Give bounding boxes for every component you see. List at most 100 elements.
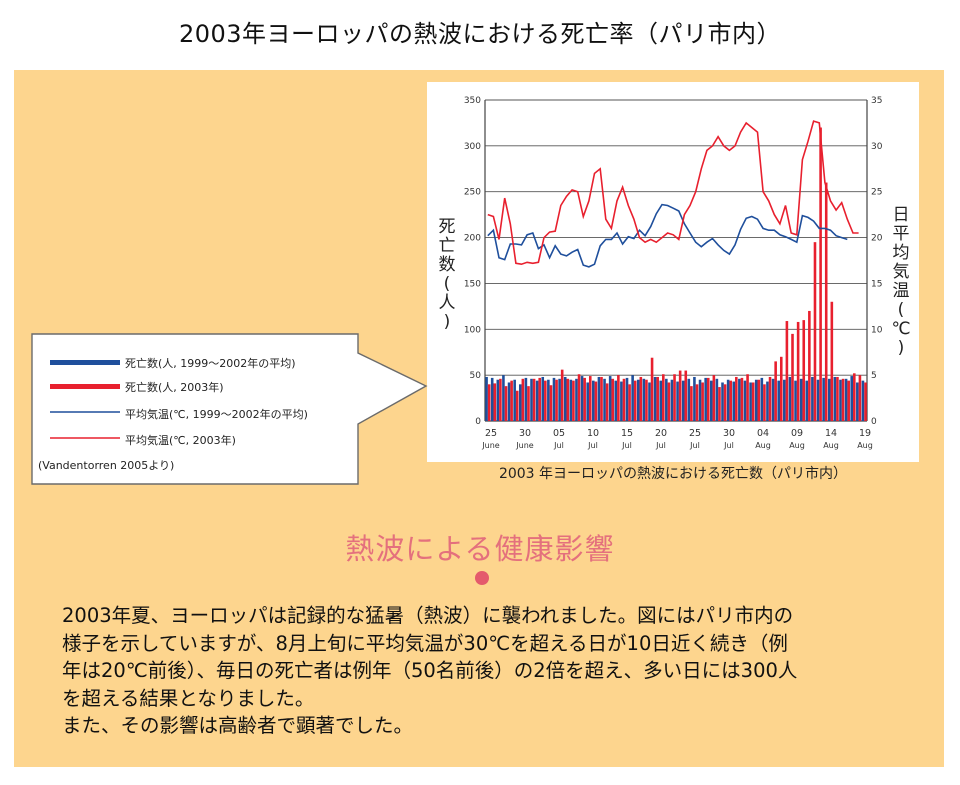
bar-deaths-baseline — [760, 377, 764, 421]
bar-deaths-2003 — [521, 378, 525, 421]
axis-label-char: 平 — [892, 224, 910, 244]
x-tick-month: Aug — [755, 441, 771, 450]
bar-deaths-2003 — [499, 378, 502, 421]
legend-swatch-red-bar — [50, 384, 120, 389]
y-axis-label-left: 死亡数(人) — [437, 218, 457, 332]
bar-deaths-2003 — [746, 374, 749, 421]
bar-deaths-2003 — [487, 384, 491, 421]
body-line: 様子を示していますが、8月上旬に平均気温が30℃を超える日が10日近く続き（例 — [62, 631, 788, 655]
section-heading: 熱波による健康影響 — [345, 532, 615, 566]
bar-deaths-2003 — [695, 384, 699, 421]
y-tick-label-left: 0 — [475, 417, 481, 427]
bar-deaths-baseline — [754, 379, 758, 421]
bar-deaths-2003 — [779, 356, 783, 421]
bar-deaths-2003 — [729, 380, 733, 421]
bar-deaths-baseline — [670, 379, 674, 421]
bar-deaths-2003 — [735, 376, 738, 421]
bar-deaths-2003 — [594, 381, 598, 421]
bar-deaths-baseline — [524, 377, 528, 421]
bar-deaths-baseline — [681, 380, 685, 421]
chart-caption: 2003 年ヨーロッパの熱波における死亡数（パリ市内） — [498, 466, 848, 482]
bar-deaths-2003 — [600, 376, 603, 421]
y-tick-label-left: 300 — [464, 142, 481, 152]
axis-label-char: 死 — [438, 217, 456, 237]
bar-deaths-baseline — [715, 378, 719, 421]
bar-deaths-baseline — [620, 381, 623, 421]
axis-label-char: 日 — [892, 205, 910, 225]
bar-deaths-baseline — [597, 376, 601, 421]
axis-label-char: 人 — [438, 293, 456, 313]
bar-deaths-baseline — [709, 380, 713, 421]
x-tick-day: 30 — [519, 428, 531, 439]
x-tick-month: Jul — [587, 441, 598, 450]
bar-deaths-2003 — [549, 385, 553, 421]
bar-deaths-baseline — [766, 381, 769, 421]
bar-deaths-baseline — [665, 378, 668, 421]
body-line: 2003年夏、ヨーロッパは記録的な猛暑（熱波）に襲われました。図にはパリ市内の — [62, 604, 794, 627]
bar-deaths-2003 — [583, 377, 586, 421]
bar-deaths-2003 — [723, 384, 727, 421]
bar-deaths-2003 — [791, 333, 794, 421]
y-axis-label-right: 日平均気温(℃) — [891, 206, 911, 358]
bar-deaths-2003 — [808, 310, 811, 421]
bar-deaths-2003 — [538, 377, 542, 421]
bar-deaths-baseline — [844, 378, 848, 421]
y-tick-label-right: 5 — [871, 371, 877, 381]
bar-deaths-baseline — [743, 380, 747, 421]
bar-deaths-baseline — [676, 381, 679, 421]
axis-label-char: ( — [897, 300, 905, 320]
bar-deaths-2003 — [622, 378, 626, 421]
bar-deaths-baseline — [861, 380, 865, 421]
line-temp-2003 — [487, 120, 859, 266]
bar-deaths-2003 — [515, 390, 519, 421]
bar-deaths-baseline — [614, 380, 618, 421]
bar-deaths-2003 — [796, 321, 800, 421]
bar-deaths-baseline — [580, 376, 584, 421]
bar-deaths-baseline — [502, 375, 505, 421]
bar-deaths-baseline — [575, 378, 578, 421]
bar-deaths-2003 — [667, 382, 671, 421]
x-tick-month: June — [481, 441, 500, 450]
bar-deaths-baseline — [547, 379, 550, 421]
y-tick-label-left: 250 — [464, 188, 481, 198]
bar-deaths-baseline — [738, 378, 741, 421]
axis-label-char: 温 — [892, 281, 910, 301]
bar-deaths-2003 — [813, 242, 817, 421]
bar-deaths-2003 — [532, 378, 536, 421]
axis-label-char: ℃ — [891, 319, 911, 339]
x-tick-month: June — [515, 441, 534, 450]
bar-deaths-baseline — [856, 382, 859, 421]
x-tick-day: 04 — [757, 428, 769, 439]
x-tick-month: Jul — [621, 441, 632, 450]
bar-deaths-2003 — [656, 376, 659, 421]
bar-deaths-2003 — [864, 382, 867, 421]
bar-deaths-baseline — [485, 376, 488, 421]
bar-deaths-baseline — [569, 379, 573, 421]
bar-deaths-baseline — [586, 382, 589, 421]
bar-deaths-2003 — [645, 379, 648, 421]
y-tick-label-right: 20 — [871, 234, 883, 244]
x-tick-month: Aug — [823, 441, 839, 450]
axis-label-char: 数 — [438, 255, 456, 275]
bar-deaths-baseline — [496, 379, 500, 421]
body-text: 2003年夏、ヨーロッパは記録的な猛暑（熱波）に襲われました。図にはパリ市内の … — [62, 602, 932, 740]
bar-deaths-2003 — [662, 374, 665, 421]
axis-label-char: ) — [897, 338, 905, 358]
y-tick-label-right: 25 — [871, 188, 882, 198]
bar-deaths-2003 — [510, 380, 513, 421]
bar-deaths-baseline — [726, 379, 730, 421]
axis-label-char: 均 — [892, 243, 910, 263]
bar-deaths-baseline — [642, 378, 646, 421]
bar-deaths-baseline — [541, 376, 545, 421]
bar-deaths-baseline — [833, 376, 837, 421]
bar-deaths-2003 — [684, 370, 688, 421]
bar-deaths-2003 — [577, 374, 581, 421]
bar-deaths-2003 — [819, 127, 822, 421]
axis-label-char: 亡 — [438, 236, 456, 256]
bar-deaths-2003 — [504, 386, 508, 421]
bar-deaths-baseline — [631, 375, 634, 421]
bar-deaths-baseline — [513, 379, 516, 421]
legend-label-deaths-baseline: 死亡数(人, 1999〜2002年の平均) — [125, 357, 296, 370]
bar-deaths-2003 — [853, 373, 856, 421]
chart-area: 0 50 100 150 200 250 300 350 0 5 10 15 20 25 30 35 25 Jun… — [427, 82, 919, 462]
